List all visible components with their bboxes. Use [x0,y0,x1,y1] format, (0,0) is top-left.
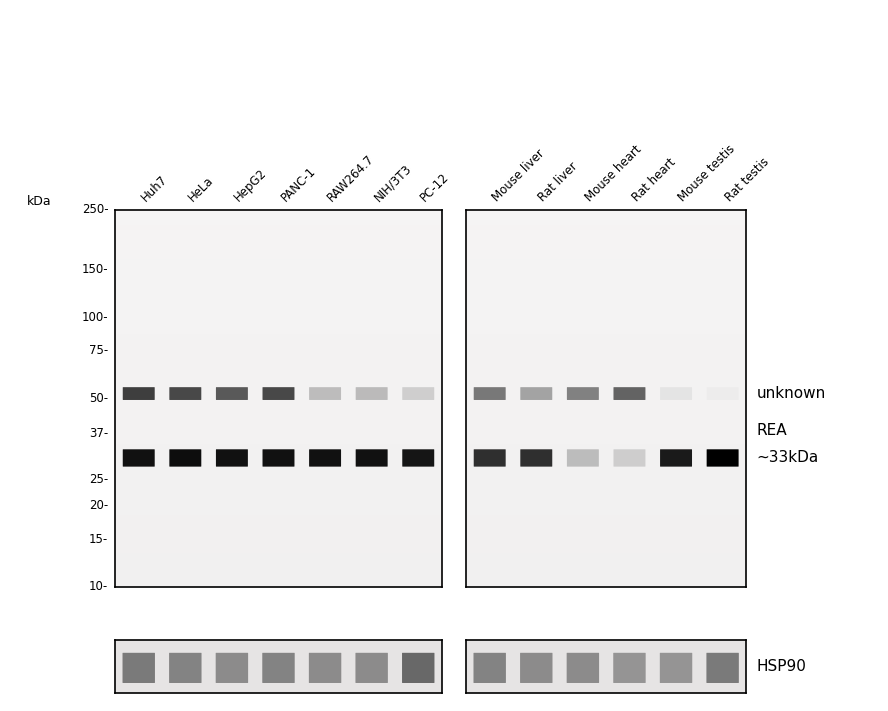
FancyBboxPatch shape [660,653,693,683]
FancyBboxPatch shape [473,653,506,683]
Text: 20-: 20- [89,499,108,512]
FancyBboxPatch shape [216,449,248,466]
FancyBboxPatch shape [170,387,202,400]
FancyBboxPatch shape [402,387,434,400]
Text: 250-: 250- [82,203,108,216]
Text: RAW264.7: RAW264.7 [325,152,377,204]
Text: ~33kDa: ~33kDa [757,451,819,466]
Text: 100-: 100- [82,311,108,324]
FancyBboxPatch shape [402,449,434,466]
FancyBboxPatch shape [567,653,599,683]
Text: Huh7: Huh7 [139,173,170,204]
FancyBboxPatch shape [473,387,505,400]
Text: kDa: kDa [27,196,52,208]
Text: Mouse testis: Mouse testis [676,142,738,204]
FancyBboxPatch shape [263,449,295,466]
Text: Mouse heart: Mouse heart [583,143,644,204]
Text: PANC-1: PANC-1 [279,164,318,204]
FancyBboxPatch shape [309,387,341,400]
FancyBboxPatch shape [707,653,739,683]
FancyBboxPatch shape [216,387,248,400]
FancyBboxPatch shape [402,653,434,683]
Text: 75-: 75- [89,344,108,357]
Text: REA: REA [757,423,787,438]
FancyBboxPatch shape [263,387,295,400]
FancyBboxPatch shape [216,653,248,683]
Text: 25-: 25- [89,473,108,486]
FancyBboxPatch shape [170,449,202,466]
Text: Rat testis: Rat testis [723,155,772,204]
FancyBboxPatch shape [660,387,692,400]
FancyBboxPatch shape [473,449,505,466]
FancyBboxPatch shape [707,387,739,400]
Text: 15-: 15- [89,533,108,545]
FancyBboxPatch shape [123,449,155,466]
Text: 150-: 150- [82,263,108,276]
FancyBboxPatch shape [614,653,646,683]
Text: Mouse liver: Mouse liver [489,147,547,204]
FancyBboxPatch shape [355,653,388,683]
FancyBboxPatch shape [262,653,295,683]
Text: PC-12: PC-12 [418,171,452,204]
Text: NIH/3T3: NIH/3T3 [372,161,414,204]
FancyBboxPatch shape [614,387,646,400]
FancyBboxPatch shape [520,449,552,466]
FancyBboxPatch shape [169,653,202,683]
Text: Rat liver: Rat liver [536,160,581,204]
FancyBboxPatch shape [309,449,341,466]
Text: 37-: 37- [89,427,108,440]
FancyBboxPatch shape [614,449,646,466]
FancyBboxPatch shape [356,387,388,400]
FancyBboxPatch shape [123,653,155,683]
FancyBboxPatch shape [520,387,552,400]
FancyBboxPatch shape [520,653,552,683]
FancyBboxPatch shape [660,449,692,466]
Text: 10-: 10- [89,580,108,593]
FancyBboxPatch shape [567,387,599,400]
Text: HepG2: HepG2 [232,166,269,204]
Text: HeLa: HeLa [186,173,216,204]
FancyBboxPatch shape [309,653,341,683]
Text: HSP90: HSP90 [757,659,806,674]
FancyBboxPatch shape [567,449,599,466]
FancyBboxPatch shape [123,387,155,400]
Text: Rat heart: Rat heart [630,156,678,204]
Text: 50-: 50- [89,392,108,405]
Text: unknown: unknown [757,386,826,401]
FancyBboxPatch shape [707,449,739,466]
FancyBboxPatch shape [356,449,388,466]
